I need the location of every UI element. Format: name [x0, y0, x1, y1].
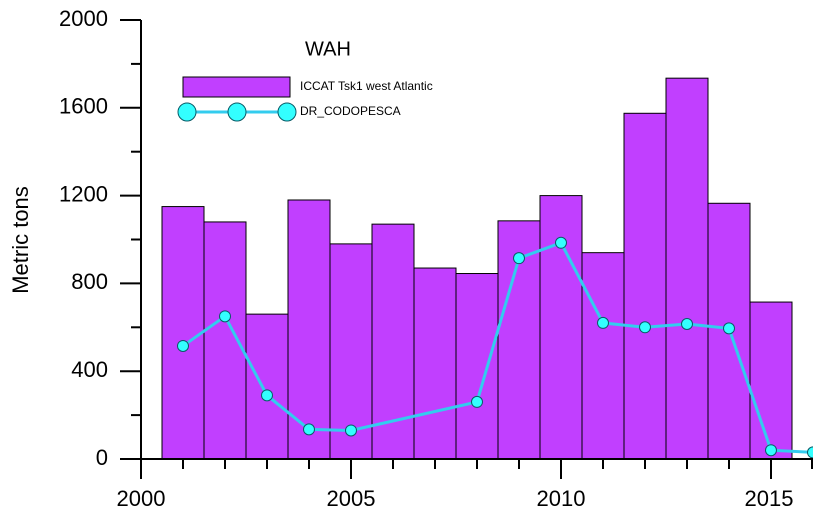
bar: [581, 252, 625, 460]
point: [261, 389, 273, 402]
bar: [287, 199, 331, 460]
point: [723, 322, 735, 335]
point: [177, 339, 189, 352]
point: [513, 252, 525, 265]
bar: [329, 243, 373, 460]
x-tick-label: 2005: [327, 486, 376, 511]
x-tick-label: 2015: [745, 486, 794, 511]
bar: [413, 267, 457, 460]
point: [303, 423, 315, 436]
y-axis-label: Metric tons: [8, 186, 33, 294]
bar: [623, 112, 667, 460]
y-tick-label: 0: [96, 445, 108, 470]
y-tick-label: 400: [71, 357, 108, 382]
y-tick-label: 800: [71, 269, 108, 294]
bar: [749, 301, 793, 460]
bar: [203, 221, 247, 460]
bar: [161, 206, 205, 460]
point: [597, 316, 609, 329]
legend-marker: [277, 102, 297, 122]
point: [639, 321, 651, 334]
point: [765, 444, 777, 457]
legend-label: DR_CODOPESCA: [300, 104, 401, 118]
y-tick-label: 1600: [59, 94, 108, 119]
line: [182, 240, 813, 454]
y-tick-label: 1200: [59, 181, 108, 206]
legend-title: WAH: [305, 38, 351, 60]
point: [555, 236, 567, 249]
bar: [665, 77, 709, 460]
legend-label: ICCAT Tsk1 west Atlantic: [300, 79, 433, 93]
legend-marker: [177, 102, 197, 122]
bar: [245, 313, 289, 460]
legend-marker: [227, 102, 247, 122]
y-tick-label: 2000: [59, 6, 108, 31]
x-tick-label: 2000: [117, 486, 166, 511]
bar: [539, 195, 583, 460]
point: [219, 310, 231, 323]
point: [807, 446, 813, 459]
point: [471, 395, 483, 408]
legend-swatch: [182, 76, 291, 98]
point: [345, 424, 357, 437]
bar: [455, 273, 499, 460]
x-tick-label: 2010: [537, 486, 586, 511]
point: [681, 318, 693, 331]
